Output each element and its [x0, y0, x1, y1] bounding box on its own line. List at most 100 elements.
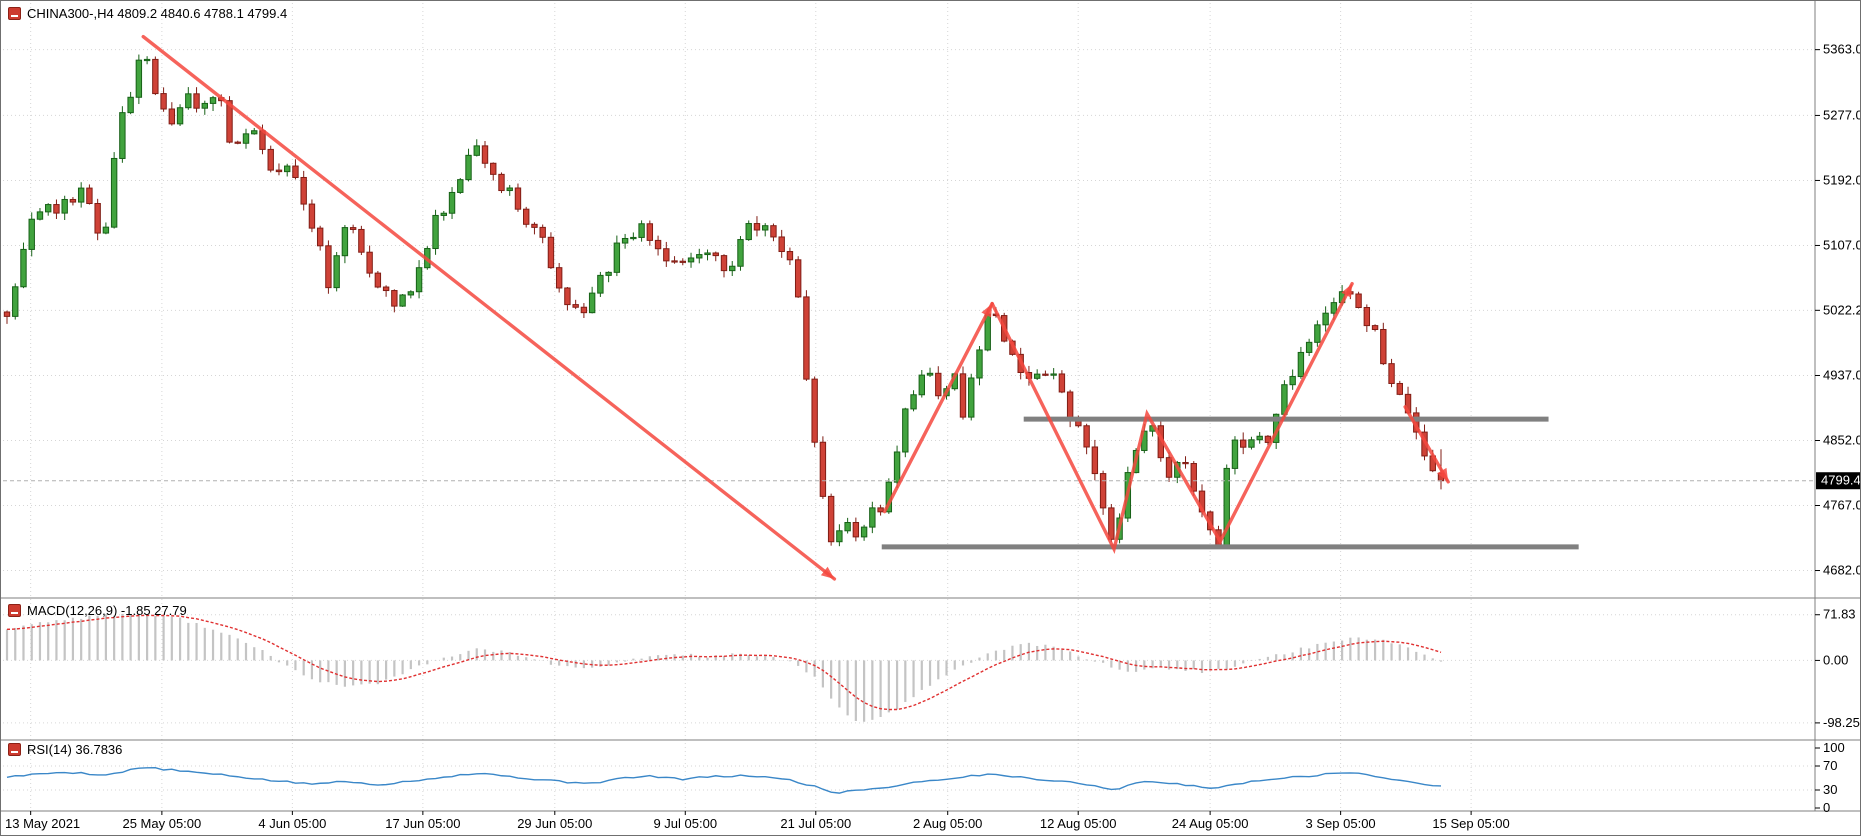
time-scale-label: 4 Jun 05:00: [258, 816, 326, 831]
candle-body: [547, 236, 555, 269]
candle-body: [457, 179, 464, 193]
candle-body: [506, 187, 513, 192]
trend-arrow[interactable]: [141, 34, 837, 581]
candle-body: [1305, 341, 1313, 353]
chart-symbol-icon: [8, 7, 21, 20]
candle-body: [168, 108, 176, 125]
candle-body: [399, 294, 406, 307]
candle-body: [803, 296, 810, 380]
candle-body: [621, 237, 629, 244]
candle-body: [514, 187, 522, 210]
candle-body: [935, 372, 942, 397]
candle-body: [308, 203, 316, 229]
candle-body: [12, 286, 19, 317]
candle-body: [696, 254, 703, 259]
candle-body: [555, 267, 563, 289]
candle-body: [275, 169, 283, 173]
candle-body: [1289, 376, 1296, 386]
candle-body: [284, 165, 291, 173]
candle-body: [1099, 473, 1107, 509]
candle-body: [745, 223, 752, 241]
candle-body: [316, 227, 324, 247]
price-scale[interactable]: [1815, 1, 1861, 811]
candle-body: [234, 141, 241, 144]
candle-body: [325, 245, 332, 289]
candle-body: [201, 102, 208, 109]
candle-body: [77, 187, 85, 203]
candle-body: [407, 291, 415, 296]
candle-body: [712, 252, 719, 257]
candle-body: [1050, 373, 1057, 376]
candle-body: [811, 378, 818, 443]
macd-signal-line: [6, 614, 1442, 711]
candle-body: [1033, 373, 1041, 379]
candle-body: [374, 272, 382, 288]
time-scale-label: 25 May 05:00: [122, 816, 201, 831]
candle-body: [1042, 373, 1049, 376]
candle-body: [1363, 307, 1371, 327]
candle-body: [564, 287, 571, 306]
time-scale-label: 3 Sep 05:00: [1306, 816, 1376, 831]
candle-body: [687, 257, 695, 263]
candle-body: [110, 157, 118, 228]
candle-body: [498, 173, 505, 192]
macd-label: MACD(12,26,9) -1.85 27.79: [27, 603, 187, 618]
candle-body: [28, 218, 35, 250]
candle-body: [61, 198, 68, 214]
candle-body: [242, 133, 250, 144]
candle-body: [102, 226, 110, 234]
trend-arrow-head: [820, 566, 835, 579]
candle-body: [1314, 324, 1321, 343]
candle-body: [926, 372, 934, 376]
candle-body: [481, 145, 489, 164]
candle-body: [53, 204, 60, 214]
candle-body: [341, 227, 349, 257]
candle-body: [844, 522, 851, 532]
candle-body: [45, 204, 52, 213]
candle-body: [836, 530, 843, 543]
rsi-scale-label: 70: [1823, 758, 1837, 773]
macd-label-row: MACD(12,26,9) -1.85 27.79: [8, 603, 187, 618]
candle-body: [69, 198, 77, 203]
candle-body: [918, 374, 925, 396]
candle-body: [226, 100, 233, 143]
macd-indicator-icon: [8, 604, 21, 617]
candle-body: [729, 265, 736, 272]
candle-body: [902, 408, 909, 453]
candle-body: [448, 191, 456, 214]
rsi-label-row: RSI(14) 36.7836: [8, 742, 122, 757]
candle-body: [1322, 312, 1329, 326]
candle-body: [267, 148, 274, 171]
candle-body: [762, 225, 769, 231]
candle-body: [143, 58, 151, 62]
candle-body: [1330, 302, 1338, 314]
candle-body: [827, 495, 835, 543]
rsi-scale-label: 30: [1823, 782, 1837, 797]
trend-arrow[interactable]: [1403, 405, 1450, 484]
candle-body: [415, 267, 423, 293]
candle-body: [654, 239, 662, 250]
trend-arrow-head: [1341, 283, 1353, 298]
price-scale-label: 4767.0: [1823, 498, 1861, 513]
candle-body: [3, 311, 11, 317]
price-scale-label: 5192.0: [1823, 172, 1861, 187]
candle-body: [119, 112, 126, 159]
macd-scale-label: -98.25: [1823, 715, 1860, 730]
candle-body: [209, 97, 217, 104]
trend-arrow-head: [1437, 467, 1449, 482]
candle-body: [36, 211, 44, 220]
candle-body: [1182, 461, 1189, 465]
candles-layer: [3, 54, 1445, 548]
trend-arrow[interactable]: [990, 282, 1354, 555]
trend-arrow[interactable]: [882, 301, 994, 514]
candle-body: [630, 236, 637, 240]
candle-body: [1380, 328, 1387, 365]
time-scale-label: 15 Sep 05:00: [1432, 816, 1509, 831]
candle-body: [440, 212, 447, 216]
candle-body: [20, 248, 27, 288]
trend-arrow-head: [981, 303, 993, 318]
current-price-tag: [1816, 472, 1860, 490]
candle-body: [1083, 425, 1090, 448]
